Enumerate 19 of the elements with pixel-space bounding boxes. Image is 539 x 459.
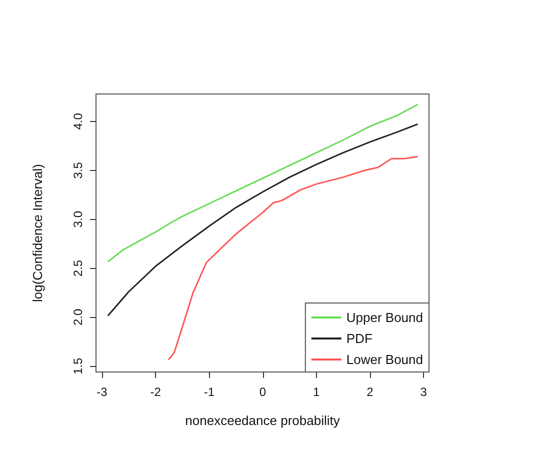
y-tick-label: 4.0 — [71, 112, 85, 130]
y-axis-title: log(Confidence Interval) — [30, 164, 45, 302]
y-tick-label: 2.5 — [71, 260, 85, 277]
x-tick-label: 0 — [259, 385, 266, 399]
y-tick-label: 3.0 — [71, 210, 85, 228]
x-tick-label: 3 — [420, 385, 428, 399]
y-tick-label: 3.5 — [71, 162, 85, 179]
x-axis-title: nonexceedance probability — [185, 413, 340, 428]
y-tick-label: 2.0 — [71, 308, 85, 326]
legend-label: Lower Bound — [346, 352, 424, 367]
legend-label: Upper Bound — [346, 310, 424, 325]
line-series — [108, 104, 418, 262]
x-tick-label: 1 — [313, 385, 320, 399]
x-tick-label: -2 — [150, 385, 162, 399]
x-tick-label: -3 — [96, 385, 108, 399]
x-tick-label: 2 — [366, 385, 374, 399]
x-tick-label: -1 — [204, 385, 215, 399]
legend-label: PDF — [346, 331, 372, 346]
y-tick-label: 1.5 — [71, 357, 85, 374]
